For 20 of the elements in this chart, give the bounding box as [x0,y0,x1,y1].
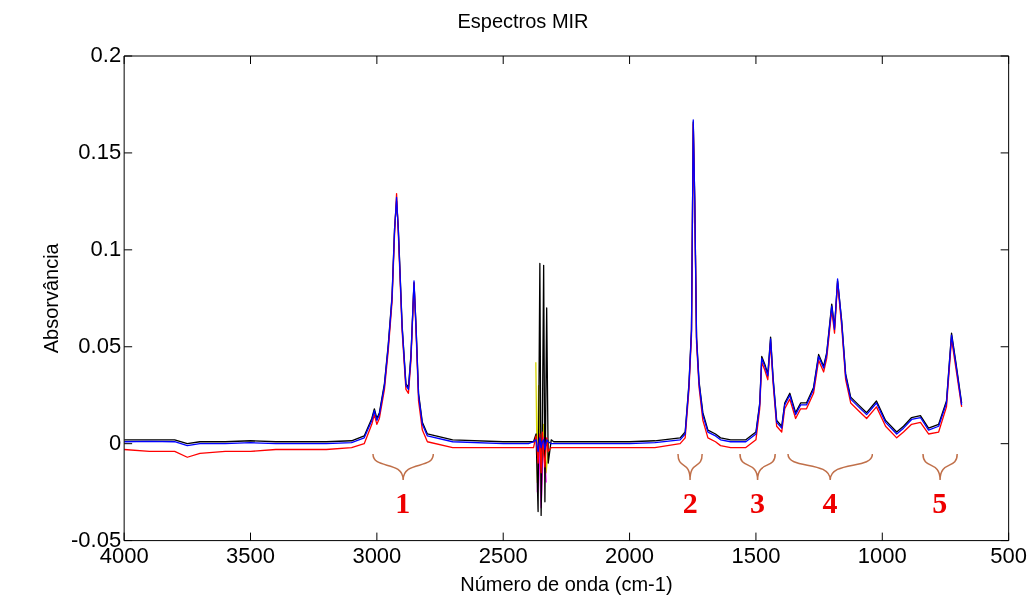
y-tick-label: 0.05 [78,332,122,358]
x-tick-label: 1500 [731,542,781,568]
annotation: 3 [749,486,765,520]
x-tick-label: 3000 [352,542,402,568]
x-tick-label: 500 [990,542,1028,568]
chart-title: Espectros MIR [457,9,589,32]
y-tick-label: 0.15 [78,138,122,164]
annotation: 4 [822,486,838,520]
y-tick-label: 0 [108,429,122,455]
x-tick-label: 3500 [226,542,275,568]
annotation: 5 [932,486,948,520]
x-tick-label: 1000 [857,542,907,568]
annotation: 2 [682,486,698,520]
x-axis-title: Número de onda (cm-1) [460,572,673,595]
x-tick-label: 2500 [478,542,528,568]
y-tick-label: 0.2 [90,42,122,68]
y-axis-title: Absorvância [39,242,62,354]
y-tick-label: 0.1 [90,235,122,261]
annotation: 1 [395,486,411,520]
x-tick-label: 2000 [605,542,655,568]
